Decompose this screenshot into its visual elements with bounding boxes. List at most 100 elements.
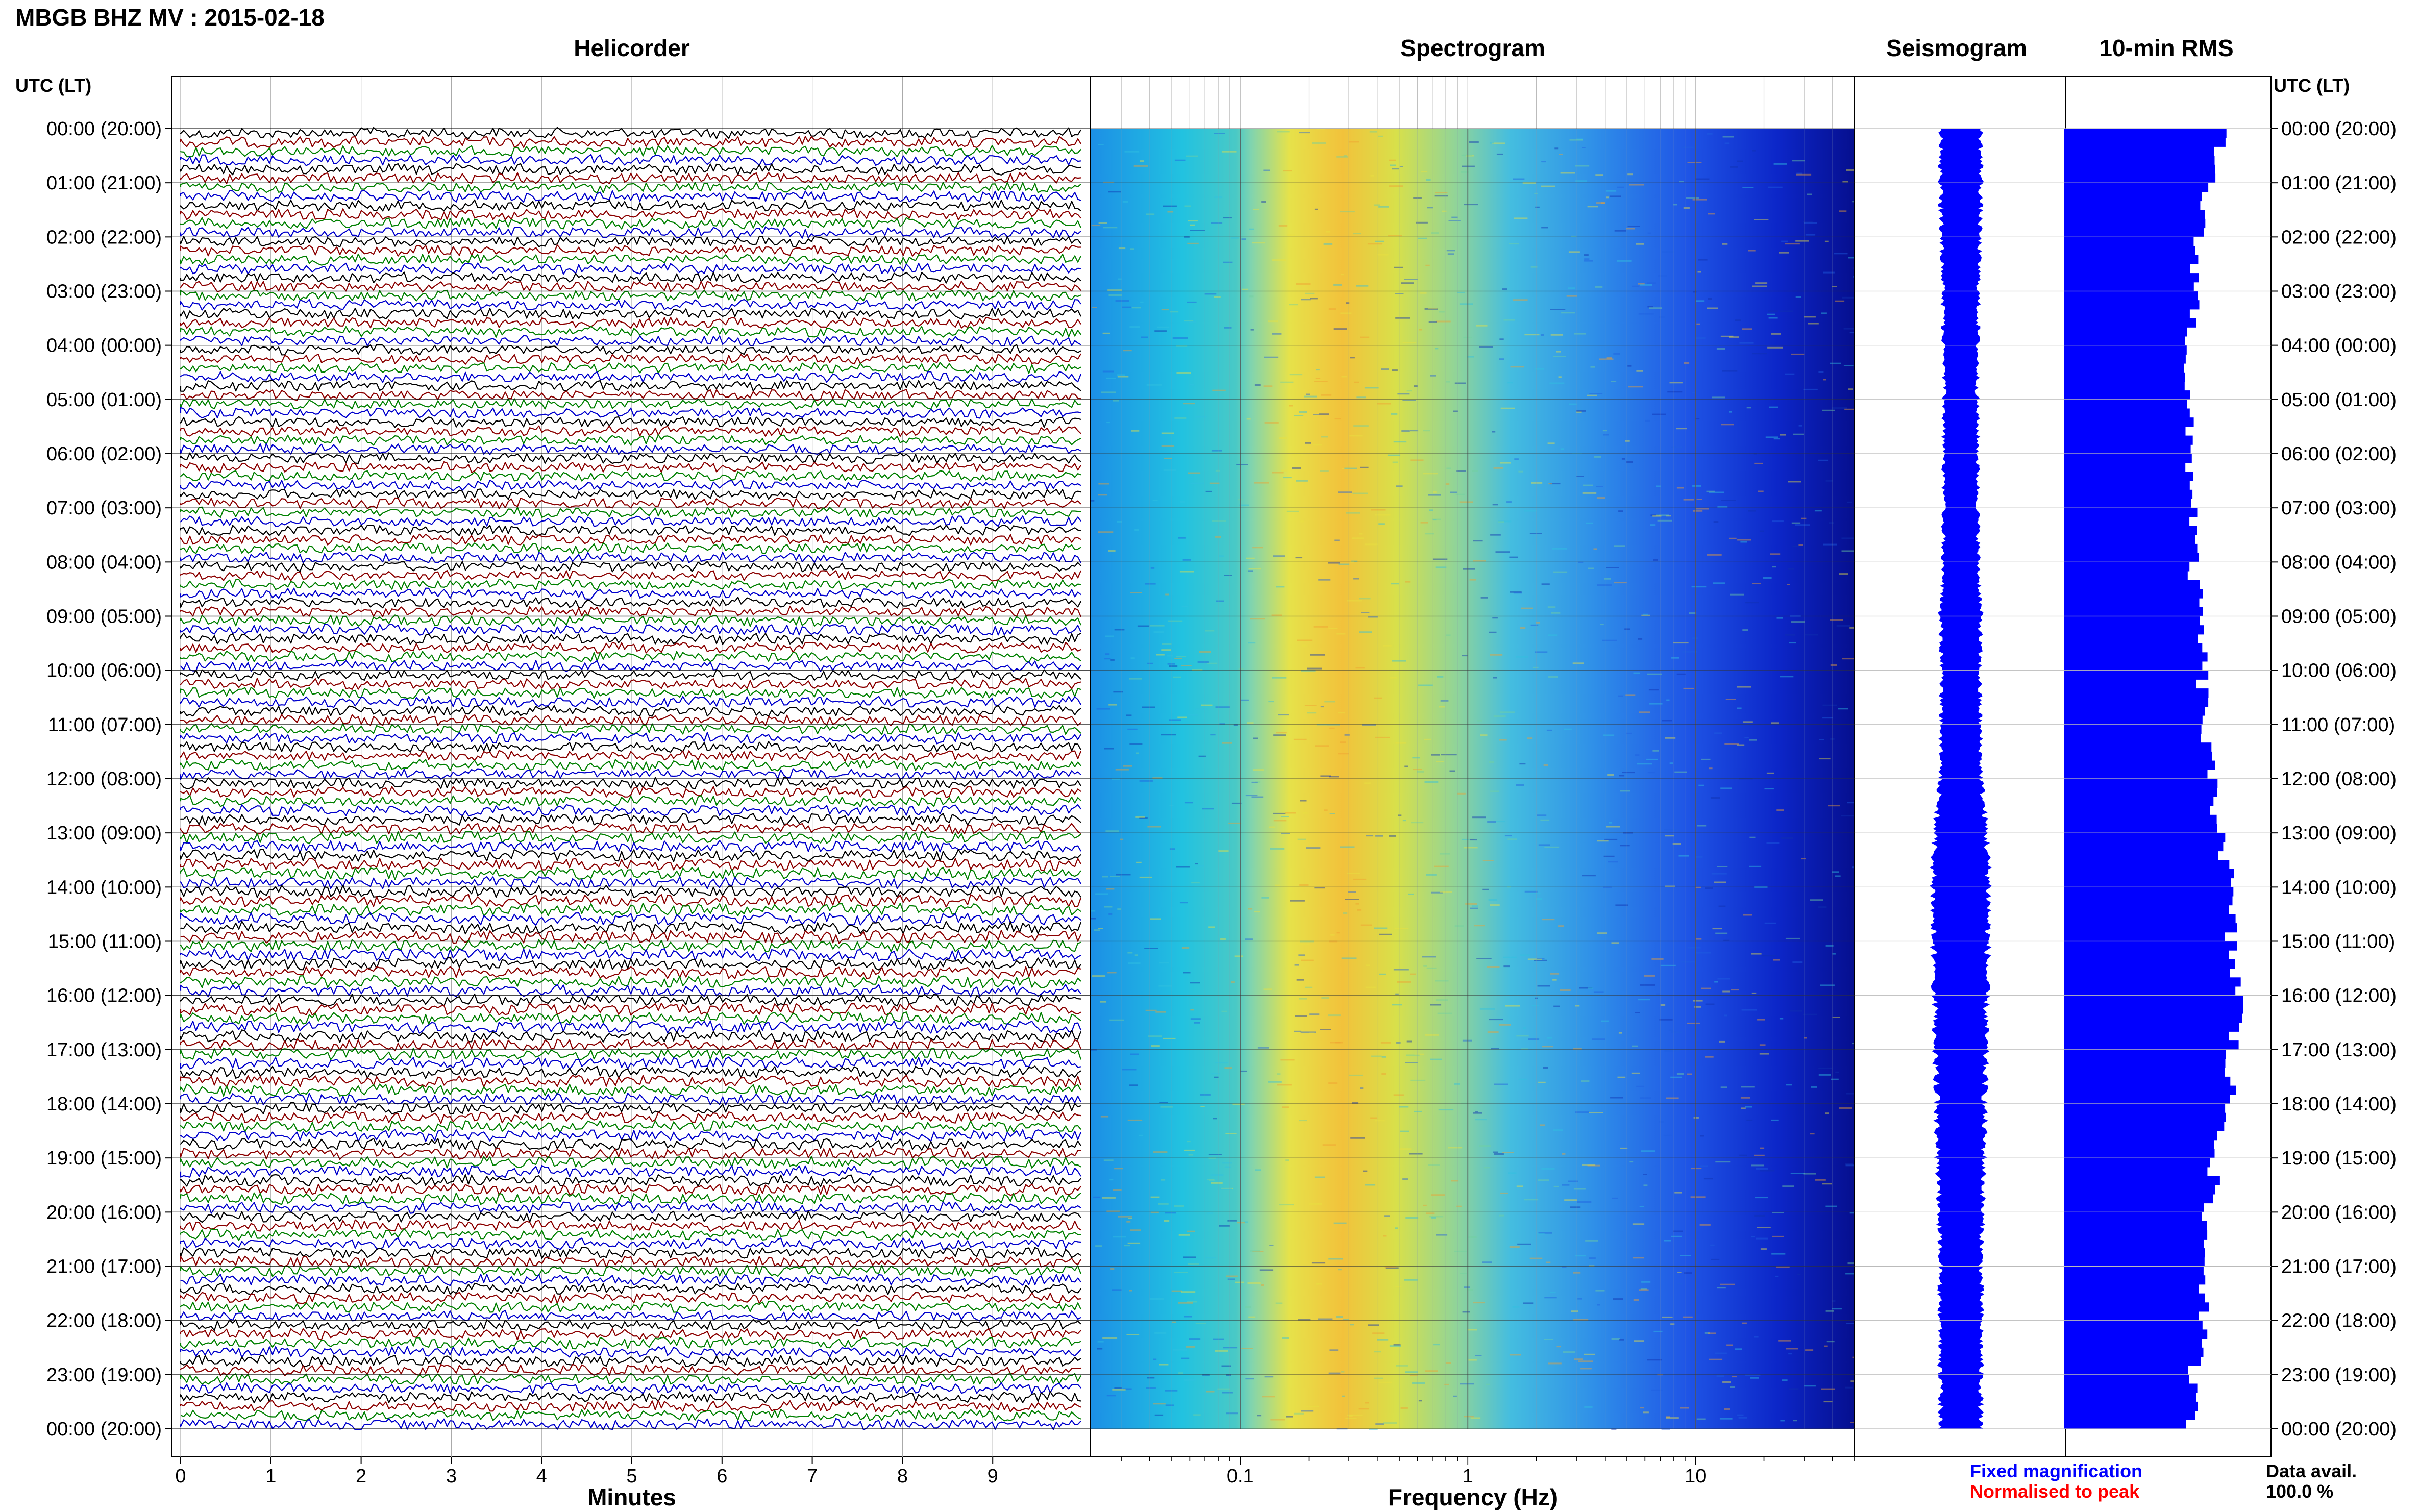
spectrogram-speckle <box>1338 712 1345 714</box>
spectrogram-speckle <box>1507 382 1513 384</box>
spectrogram-speckle <box>1222 1162 1232 1164</box>
spectrogram-speckle <box>1587 394 1597 396</box>
left-time-label: 05:00 (01:00) <box>46 389 162 411</box>
spectrogram-speckle <box>1358 1408 1369 1410</box>
spectrogram-speckle <box>1211 1182 1223 1184</box>
spectrogram-speckle <box>1776 617 1783 619</box>
spectrogram-speckle <box>1294 1412 1304 1415</box>
spectrogram-speckle <box>1620 1147 1628 1149</box>
spectrogram-speckle <box>1665 885 1675 887</box>
spectrogram-speckle <box>1172 337 1188 339</box>
spectrogram-speckle <box>1671 668 1676 670</box>
spectrogram-speckle <box>1814 510 1822 512</box>
spectrogram-speckle <box>1587 1164 1600 1167</box>
spectrogram-speckle <box>1446 381 1450 383</box>
spectrogram-speckle <box>1306 393 1310 395</box>
spectrogram-speckle <box>1677 1272 1682 1273</box>
spectrogram-speckle <box>1357 909 1362 911</box>
spectrogram-speckle <box>1108 704 1117 706</box>
helicorder-trace <box>180 335 1081 347</box>
rms-bar <box>2064 1167 2208 1177</box>
spectrogram-speckle <box>1375 1120 1385 1122</box>
spectrogram-speckle <box>1378 135 1383 137</box>
helicorder-trace <box>180 181 1081 194</box>
spectrogram-speckle <box>1674 771 1687 773</box>
spectrogram-speckle <box>1205 490 1212 492</box>
spectrogram-speckle <box>1296 283 1311 285</box>
spectrogram-speckle <box>1803 388 1818 390</box>
spectrogram-speckle <box>1828 805 1840 807</box>
spectrogram-speckle <box>1834 253 1848 255</box>
left-time-label: 04:00 (00:00) <box>46 335 162 357</box>
spectrogram-speckle <box>1546 729 1552 731</box>
spectrogram-speckle <box>1393 1344 1401 1346</box>
spectrogram-speckle <box>1830 738 1835 740</box>
spectrogram-speckle <box>1176 345 1188 347</box>
spectrogram-speckle <box>1418 237 1427 239</box>
helicorder-trace <box>180 262 1081 275</box>
spectrogram-speckle <box>1595 286 1603 288</box>
spectrogram-speckle <box>1719 1040 1725 1043</box>
spectrogram-speckle <box>1396 1042 1401 1044</box>
spectrogram-speckle <box>1499 1214 1504 1217</box>
helicorder-trace <box>180 1056 1081 1070</box>
spectrogram-speckle <box>1589 1112 1603 1113</box>
spectrogram-speckle <box>1404 279 1418 280</box>
spectrogram-speckle <box>1354 381 1359 383</box>
helicorder-trace <box>180 678 1081 690</box>
rms-bar <box>2064 797 2214 806</box>
rms-bar <box>2064 670 2209 680</box>
spectrogram-speckle <box>1388 235 1402 237</box>
rms-bar <box>2064 1049 2226 1059</box>
spectrogram-speckle <box>1328 1082 1338 1084</box>
spectrogram-speckle <box>1669 762 1673 764</box>
spectrogram-speckle <box>1285 812 1296 814</box>
spectrogram-speckle <box>1543 1067 1548 1069</box>
spectrogram-speckle <box>1394 266 1403 268</box>
spectrogram-speckle <box>1133 165 1148 167</box>
spectrogram-speckle <box>1699 1165 1709 1167</box>
seismogram-panel <box>1854 76 2066 1457</box>
spectrogram-speckle <box>1602 639 1617 641</box>
spectrogram-speckle <box>1451 1180 1459 1182</box>
spectrogram-speckle <box>1213 1118 1217 1120</box>
spectrogram-speckle <box>1686 197 1699 199</box>
spectrogram-speckle <box>1187 1230 1195 1232</box>
spectrogram-speckle <box>1694 1006 1701 1008</box>
spectrogram-speckle <box>1245 795 1258 797</box>
rms-bar <box>2064 1248 2205 1258</box>
helicorder-trace <box>180 624 1081 636</box>
spectrogram-speckle <box>1749 739 1757 741</box>
helicorder-trace <box>180 344 1081 356</box>
rms-bar <box>2064 1366 2188 1375</box>
spectrogram-speckle <box>1106 1395 1116 1397</box>
spectrogram-speckle <box>1223 261 1233 263</box>
helicorder-trace <box>180 434 1081 446</box>
helicorder-trace <box>180 822 1081 835</box>
helicorder-trace <box>180 371 1082 383</box>
spectrogram-speckle <box>1547 606 1556 608</box>
spectrogram-speckle <box>1647 1359 1662 1361</box>
spectrogram-speckle <box>1219 723 1225 725</box>
right-time-label: 10:00 (06:00) <box>2281 660 2397 682</box>
spectrogram-speckle <box>1379 973 1386 975</box>
spectrogram-speckle <box>1355 667 1365 669</box>
rms-bar <box>2064 625 2204 635</box>
rms-bar <box>2064 787 2217 797</box>
spectrogram-speckle <box>1568 403 1577 405</box>
left-time-label: 15:00 (11:00) <box>48 931 162 953</box>
helicorder-trace <box>180 876 1081 889</box>
spectrogram-speckle <box>1759 1053 1769 1055</box>
spectrogram-speckle <box>1712 396 1725 399</box>
spectrogram-speckle <box>1190 982 1200 984</box>
spectrogram-speckle <box>1684 362 1690 364</box>
spectrogram-speckle <box>1671 1031 1682 1033</box>
rms-bar <box>2064 345 2187 355</box>
spectrogram-speckle <box>1328 1372 1341 1374</box>
rms-bar <box>2064 1194 2213 1204</box>
spectrogram-speckle <box>1575 1111 1589 1113</box>
spectrogram-speckle <box>1499 358 1504 360</box>
spectrogram-speckle <box>1738 1417 1747 1419</box>
spectrogram-speckle <box>1333 328 1347 330</box>
spectrogram-speckle <box>1835 1071 1839 1073</box>
